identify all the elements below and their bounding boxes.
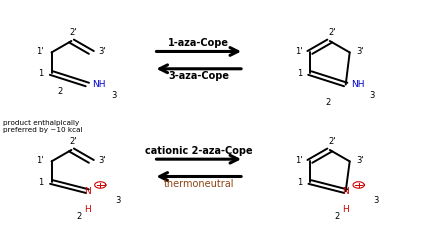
Text: 3-aza-Cope: 3-aza-Cope [168, 71, 229, 81]
Text: 1': 1' [295, 156, 302, 165]
Text: 2: 2 [334, 212, 340, 221]
Text: NH: NH [351, 80, 364, 89]
Text: product enthalpically
preferred by ~10 kcal: product enthalpically preferred by ~10 k… [3, 120, 83, 133]
Text: 3': 3' [98, 156, 105, 165]
Text: 3: 3 [374, 196, 379, 205]
Text: 2': 2' [328, 137, 336, 146]
Text: 1': 1' [36, 156, 44, 165]
Text: 3: 3 [111, 91, 116, 100]
Text: 2: 2 [325, 98, 330, 107]
Text: thermoneutral: thermoneutral [164, 179, 234, 189]
Text: 1': 1' [295, 47, 302, 56]
Text: 1: 1 [297, 178, 302, 187]
Text: 3: 3 [369, 91, 375, 100]
Text: 1-aza-Cope: 1-aza-Cope [168, 38, 229, 48]
Text: 3': 3' [356, 156, 364, 165]
Text: 1: 1 [297, 68, 302, 77]
Text: N: N [84, 187, 91, 196]
Text: 2': 2' [70, 28, 77, 37]
Text: 2: 2 [76, 212, 81, 221]
Text: 3': 3' [356, 47, 364, 56]
Text: N: N [342, 187, 349, 196]
Text: H: H [84, 205, 91, 214]
Text: 1: 1 [38, 68, 44, 77]
Text: H: H [342, 205, 349, 214]
Text: 3': 3' [98, 47, 105, 56]
Text: 1: 1 [38, 178, 44, 187]
Text: 2: 2 [57, 87, 63, 96]
Text: 3: 3 [115, 196, 121, 205]
Text: 1': 1' [36, 47, 44, 56]
Text: cationic 2-aza-Cope: cationic 2-aza-Cope [145, 146, 253, 156]
Text: 2': 2' [328, 28, 336, 37]
Text: NH: NH [92, 80, 106, 89]
Text: 2': 2' [70, 137, 77, 146]
